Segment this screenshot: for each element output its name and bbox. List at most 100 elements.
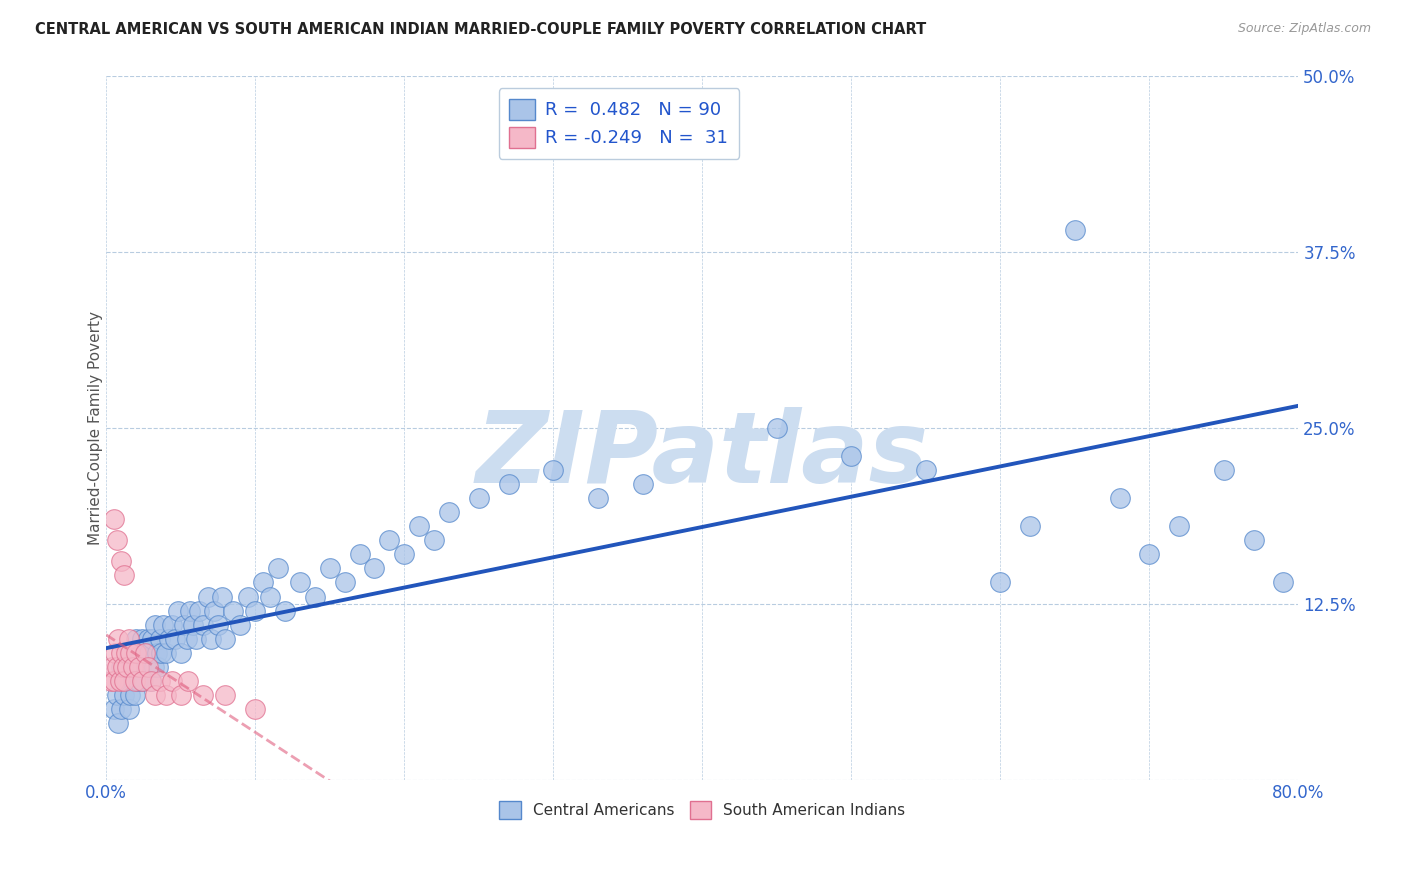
Point: [176, 632, 198, 646]
Point: [259, 590, 281, 604]
Point: [202, 604, 225, 618]
Point: [145, 617, 167, 632]
Point: [125, 632, 148, 646]
Point: [128, 660, 150, 674]
Point: [363, 561, 385, 575]
Point: [117, 646, 139, 660]
Point: [1137, 547, 1160, 561]
Point: [333, 575, 356, 590]
Point: [988, 575, 1011, 590]
Point: [229, 617, 252, 632]
Point: [110, 702, 132, 716]
Point: [177, 673, 200, 688]
Point: [105, 660, 128, 674]
Point: [114, 673, 136, 688]
Point: [191, 688, 214, 702]
Point: [394, 547, 416, 561]
Point: [120, 688, 142, 702]
Point: [408, 519, 430, 533]
Point: [236, 590, 259, 604]
Point: [319, 561, 342, 575]
Point: [586, 491, 609, 505]
Point: [121, 660, 143, 674]
Point: [110, 554, 132, 568]
Point: [378, 533, 401, 548]
Point: [245, 604, 267, 618]
Point: [105, 533, 128, 548]
Point: [149, 632, 172, 646]
Point: [139, 673, 162, 688]
Point: [139, 673, 162, 688]
Point: [914, 463, 936, 477]
Point: [252, 575, 274, 590]
Point: [692, 111, 714, 125]
Point: [349, 547, 371, 561]
Text: Source: ZipAtlas.com: Source: ZipAtlas.com: [1237, 22, 1371, 36]
Point: [124, 673, 146, 688]
Point: [138, 646, 160, 660]
Point: [107, 632, 129, 646]
Point: [101, 660, 124, 674]
Point: [100, 673, 122, 688]
Point: [135, 660, 157, 674]
Point: [839, 449, 862, 463]
Point: [149, 673, 172, 688]
Point: [211, 590, 233, 604]
Point: [266, 561, 288, 575]
Point: [187, 604, 209, 618]
Point: [114, 646, 136, 660]
Point: [112, 673, 135, 688]
Point: [155, 688, 177, 702]
Point: [111, 660, 134, 674]
Point: [134, 646, 156, 660]
Y-axis label: Married-Couple Family Poverty: Married-Couple Family Poverty: [87, 310, 103, 544]
Point: [112, 568, 135, 582]
Point: [132, 673, 155, 688]
Point: [141, 632, 163, 646]
Point: [152, 617, 174, 632]
Point: [1212, 463, 1234, 477]
Point: [112, 688, 135, 702]
Point: [103, 512, 125, 526]
Point: [129, 660, 152, 674]
Point: [146, 646, 169, 660]
Point: [437, 505, 460, 519]
Point: [170, 688, 193, 702]
Point: [197, 590, 219, 604]
Point: [136, 660, 159, 674]
Point: [108, 673, 131, 688]
Point: [191, 617, 214, 632]
Point: [108, 673, 131, 688]
Point: [128, 646, 150, 660]
Point: [631, 476, 654, 491]
Point: [245, 702, 267, 716]
Point: [765, 420, 787, 434]
Point: [125, 660, 148, 674]
Point: [104, 646, 127, 660]
Point: [166, 604, 188, 618]
Text: ZIPatlas: ZIPatlas: [475, 408, 929, 504]
Point: [131, 632, 153, 646]
Point: [122, 673, 145, 688]
Point: [117, 632, 139, 646]
Point: [155, 646, 177, 660]
Point: [222, 604, 245, 618]
Point: [200, 632, 222, 646]
Point: [1108, 491, 1130, 505]
Point: [122, 660, 145, 674]
Point: [117, 702, 139, 716]
Point: [134, 646, 156, 660]
Point: [288, 575, 311, 590]
Point: [304, 590, 326, 604]
Point: [142, 660, 165, 674]
Point: [110, 660, 132, 674]
Point: [124, 688, 146, 702]
Point: [274, 604, 297, 618]
Point: [207, 617, 229, 632]
Point: [127, 673, 149, 688]
Point: [184, 632, 207, 646]
Point: [173, 617, 195, 632]
Point: [543, 463, 565, 477]
Point: [103, 702, 125, 716]
Point: [1063, 223, 1085, 237]
